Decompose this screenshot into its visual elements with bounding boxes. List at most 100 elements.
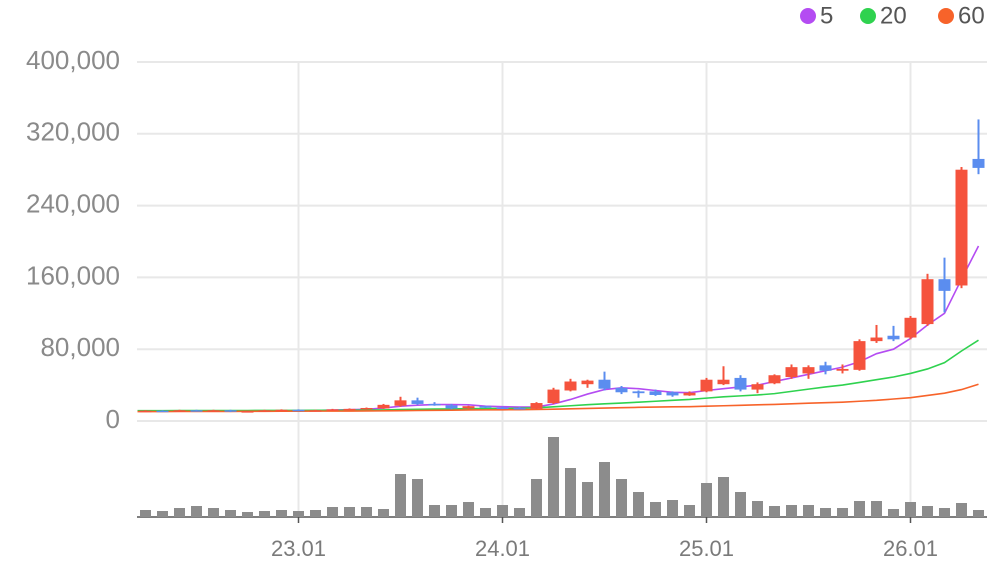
- volume-bar: [191, 506, 202, 517]
- volume-bar: [225, 510, 236, 517]
- volume-bar: [293, 511, 304, 517]
- ma-line: [137, 245, 980, 413]
- candle-body: [904, 317, 917, 338]
- volume-bar: [140, 510, 151, 517]
- candle-body: [360, 407, 373, 410]
- candle-body: [887, 335, 900, 340]
- candle-body: [513, 407, 526, 410]
- volume-bar: [548, 437, 559, 517]
- volume-bar: [701, 483, 712, 517]
- volume-bar: [327, 507, 338, 517]
- y-tick-label: 160,000: [26, 260, 120, 290]
- volume-bar: [888, 509, 899, 517]
- y-tick-label: 400,000: [26, 45, 120, 75]
- volume-bar: [429, 505, 440, 517]
- y-tick-label: 0: [106, 404, 120, 434]
- volume-bar: [633, 492, 644, 517]
- candle-body: [394, 400, 407, 406]
- volume-bar: [497, 505, 508, 517]
- candle-body: [547, 389, 560, 404]
- candle-body: [411, 400, 424, 404]
- volume-bar: [565, 468, 576, 517]
- volume-bar: [514, 508, 525, 517]
- volume-bar: [412, 479, 423, 517]
- candle-body: [224, 410, 237, 412]
- volume-bar: [837, 508, 848, 517]
- legend-marker: [800, 8, 816, 24]
- volume-bar: [786, 505, 797, 517]
- candle-body: [666, 392, 679, 396]
- legend-label: 60: [958, 2, 985, 29]
- candle-body: [836, 368, 849, 371]
- candle-body: [615, 387, 628, 393]
- volume-bar: [208, 508, 219, 517]
- volume-bar: [395, 474, 406, 517]
- candle-body: [258, 410, 271, 412]
- candle-body: [309, 410, 322, 412]
- x-tick-label: 25.01: [679, 536, 734, 561]
- candle-body: [938, 279, 951, 291]
- volume-bar: [718, 477, 729, 517]
- volume-bar: [157, 511, 168, 517]
- volume-bar: [480, 508, 491, 517]
- candle-body: [598, 379, 611, 389]
- candle-body: [751, 384, 764, 390]
- candle-body: [462, 406, 475, 409]
- legend-marker: [938, 8, 954, 24]
- volume-bar: [259, 511, 270, 517]
- volume-bar: [361, 507, 372, 517]
- volume-bar: [769, 506, 780, 517]
- candle-body: [564, 381, 577, 391]
- volume-bar: [174, 508, 185, 517]
- x-tick-label: 26.01: [883, 536, 938, 561]
- candle-body: [717, 379, 730, 385]
- volume-bar: [905, 502, 916, 517]
- candle-body: [496, 407, 509, 410]
- volume-bar: [820, 508, 831, 517]
- candle-body: [972, 158, 985, 168]
- candle-body: [428, 403, 441, 406]
- candle-body: [649, 391, 662, 395]
- volume-bar: [276, 510, 287, 517]
- volume-bar: [854, 501, 865, 517]
- legend-label: 5: [820, 2, 833, 29]
- x-tick-label: 24.01: [475, 536, 530, 561]
- volume-bar: [803, 505, 814, 517]
- candle-body: [870, 337, 883, 342]
- volume-bar: [684, 505, 695, 517]
- candle-body: [479, 406, 492, 408]
- candle-body: [343, 408, 356, 411]
- candle-body: [241, 411, 254, 413]
- legend-label: 20: [880, 2, 907, 29]
- candle-body: [190, 410, 203, 412]
- volume-bar: [871, 501, 882, 517]
- volume-bar: [463, 502, 474, 517]
- volume-bar: [242, 512, 253, 517]
- y-tick-label: 240,000: [26, 188, 120, 218]
- volume-bar: [667, 500, 678, 517]
- volume-bar: [616, 479, 627, 517]
- volume-bar: [752, 501, 763, 517]
- legend-marker: [860, 8, 876, 24]
- candle-body: [275, 409, 288, 412]
- y-tick-label: 80,000: [40, 332, 120, 362]
- volume-bar: [735, 492, 746, 517]
- volume-bar: [582, 482, 593, 517]
- volume-bar: [973, 510, 984, 517]
- candle-body: [581, 380, 594, 385]
- candle-body: [292, 409, 305, 412]
- candle-body: [734, 377, 747, 390]
- volume-bar: [310, 510, 321, 517]
- candle-body: [377, 404, 390, 409]
- candle-body: [700, 379, 713, 392]
- volume-bar: [939, 508, 950, 517]
- candle-body: [955, 169, 968, 286]
- volume-bar: [344, 507, 355, 517]
- candle-body: [632, 391, 645, 394]
- volume-bar: [922, 506, 933, 517]
- candle-body: [921, 279, 934, 325]
- volume-bar: [531, 479, 542, 517]
- volume-bar: [650, 502, 661, 517]
